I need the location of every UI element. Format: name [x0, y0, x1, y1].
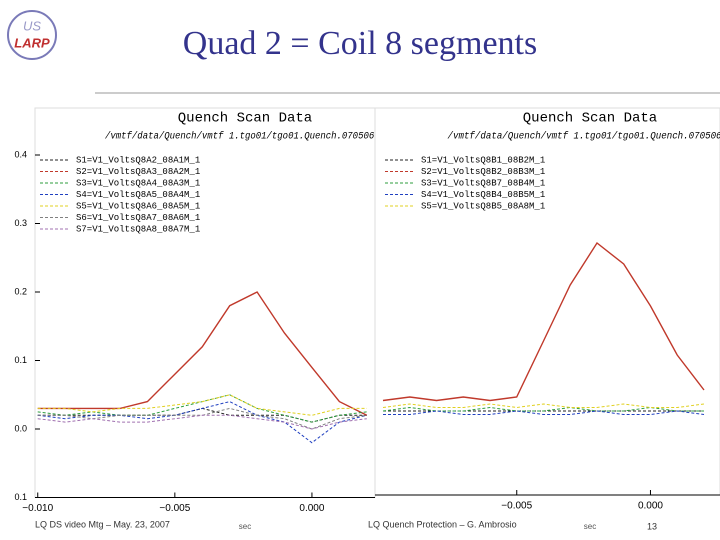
y-tick-label: 0.1 [14, 355, 27, 365]
x-tick-label: −0.005 [501, 501, 532, 512]
y-tick-label: 0.0 [14, 423, 27, 433]
series-line [37, 401, 367, 444]
x-axis-label: sec [584, 522, 596, 531]
legend-label: S5=V1_VoltsQ8B5_08A8M_1 [421, 201, 545, 211]
legend-label: S4=V1_VoltsQ8A5_08A4M_1 [76, 190, 200, 200]
series-line [37, 291, 368, 416]
chart: Quench Scan Data/vmtf/data/Quench/vmtf 1… [14, 107, 385, 531]
y-tick-label: 0.2 [14, 286, 27, 296]
legend-label: S2=V1_VoltsQ8B2_08B3M_1 [421, 167, 545, 177]
footer-center: LQ Quench Protection – G. Ambrosio [368, 519, 517, 529]
x-tick-label: −0.005 [159, 503, 190, 514]
series-line [382, 241, 705, 402]
x-tick-label: 0.000 [299, 503, 324, 514]
chart: Quench Scan Data/vmtf/data/Quench/vmtf 1… [374, 107, 720, 531]
x-tick-label: −0.010 [22, 503, 53, 514]
legend-label: S6=V1_VoltsQ8A7_08A6M_1 [76, 213, 200, 223]
legend-label: S5=V1_VoltsQ8A6_08A5M_1 [76, 201, 200, 211]
page-number: 13 [647, 521, 657, 531]
chart-subtitle: /vmtf/data/Quench/vmtf 1.tgo01/tgo01.Que… [448, 131, 720, 143]
legend-label: S7=V1_VoltsQ8A8_08A7M_1 [76, 224, 200, 234]
charts: Quench Scan Data/vmtf/data/Quench/vmtf 1… [14, 107, 720, 531]
series-line [37, 394, 367, 416]
legend-label: S4=V1_VoltsQ8B4_08B5M_1 [421, 190, 545, 200]
chart-subtitle: /vmtf/data/Quench/vmtf 1.tgo01/tgo01.Que… [105, 131, 385, 143]
series-line [383, 410, 705, 415]
y-tick-label: 0.1 [14, 492, 27, 502]
x-axis-label: sec [239, 522, 251, 531]
legend-label: S1=V1_VoltsQ8B1_08B2M_1 [421, 155, 545, 165]
logo: US LARP [7, 10, 57, 60]
plot-area [374, 107, 720, 496]
y-tick-label: 0.4 [14, 149, 27, 159]
legend-label: S3=V1_VoltsQ8A4_08A3M_1 [76, 178, 200, 188]
legend-label: S3=V1_VoltsQ8B7_08B4M_1 [421, 178, 545, 188]
chart-title: Quench Scan Data [178, 111, 312, 127]
footer-left: LQ DS video Mtg – May. 23, 2007 [35, 519, 170, 529]
series-line [37, 414, 367, 430]
chart-title: Quench Scan Data [523, 111, 657, 127]
y-tick-label: 0.3 [14, 218, 27, 228]
plot-area [34, 107, 376, 498]
logo-text: LARP [14, 35, 50, 50]
series-line [382, 403, 705, 409]
series-line [382, 406, 704, 412]
x-tick-label: 0.000 [638, 501, 663, 512]
legend-label: S1=V1_VoltsQ8A2_08A1M_1 [76, 155, 200, 165]
logo-ring [7, 10, 57, 60]
legend-label: S2=V1_VoltsQ8A3_08A2M_1 [76, 167, 200, 177]
slide-title: Quad 2 = Coil 8 segments [183, 25, 537, 62]
logo-text: US [23, 18, 41, 33]
